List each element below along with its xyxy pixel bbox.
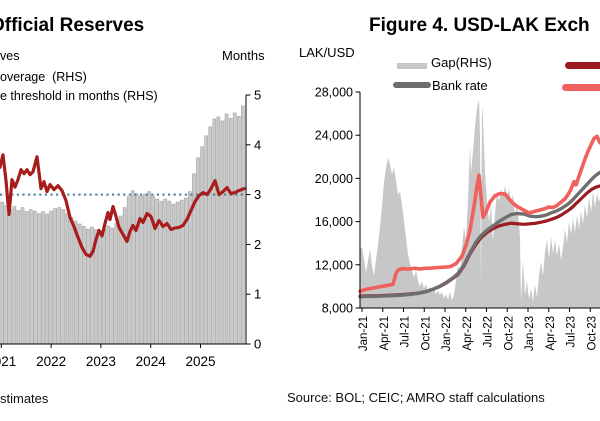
svg-text:Oct-22: Oct-22	[503, 316, 515, 351]
svg-text:2024: 2024	[136, 354, 167, 369]
gap-legend-label: Gap(RHS)	[431, 55, 492, 70]
left-chart-title: Official Reserves	[0, 15, 145, 36]
svg-text:2023: 2023	[86, 354, 116, 369]
svg-text:16,000: 16,000	[315, 215, 353, 229]
svg-text:2025: 2025	[185, 354, 215, 369]
dark-red-series-legend-swatch	[565, 62, 600, 69]
svg-text:Jan-22: Jan-22	[441, 316, 453, 351]
reserves-bars	[0, 105, 245, 345]
right-y-ticks: 28,000 24,000 20,000 16,000 12,000 8,000	[315, 86, 360, 316]
gap-legend-swatch	[397, 63, 427, 69]
svg-text:1: 1	[254, 287, 261, 302]
left-legend-fragment-threshold: e threshold in months (RHS)	[0, 89, 158, 103]
right-axes	[359, 92, 600, 309]
right-x-axis: Jan-21 Apr-21 Jul-21 Oct-21 Jan-22 Apr-22 Jul-…	[358, 308, 598, 351]
svg-text:2022: 2022	[36, 354, 66, 369]
light-red-rate-line	[358, 134, 600, 294]
right-chart-source-note: Source: BOL; CEIC; AMRO staff calculatio…	[287, 390, 545, 405]
left-rhs-ticks: 0 1 2 3 4 5	[246, 88, 261, 352]
left-chart-source-note: stimates	[0, 391, 49, 406]
svg-text:20,000: 20,000	[315, 172, 353, 186]
svg-text:Jan-23: Jan-23	[524, 316, 536, 351]
svg-text:2: 2	[254, 237, 261, 252]
svg-text:2021: 2021	[0, 354, 16, 369]
svg-text:Oct-21: Oct-21	[420, 316, 432, 351]
light-red-series-legend-swatch	[562, 84, 600, 91]
bank-rate-line	[358, 170, 600, 299]
svg-text:Apr-21: Apr-21	[379, 316, 391, 351]
svg-text:8,000: 8,000	[322, 302, 353, 316]
right-chart-title: Figure 4. USD-LAK Exch	[369, 15, 590, 36]
svg-text:4: 4	[254, 137, 261, 152]
left-year-axis: 2021 2022 2023 2024 2025	[0, 344, 216, 369]
left-rhs-axis-unit: Months	[222, 48, 265, 63]
bank-rate-legend-swatch	[393, 82, 431, 88]
coverage-line	[0, 153, 246, 258]
bank-rate-legend-label: Bank rate	[432, 78, 488, 93]
svg-text:24,000: 24,000	[315, 129, 353, 143]
svg-text:5: 5	[254, 88, 261, 103]
svg-text:0: 0	[254, 337, 261, 352]
svg-text:Oct-23: Oct-23	[586, 316, 598, 351]
svg-text:12,000: 12,000	[315, 258, 353, 272]
svg-text:3: 3	[254, 187, 261, 202]
svg-text:Apr-23: Apr-23	[545, 316, 557, 351]
svg-text:Jul-22: Jul-22	[483, 316, 495, 347]
svg-text:Jan-21: Jan-21	[358, 316, 370, 351]
svg-text:Jul-21: Jul-21	[400, 316, 412, 347]
left-axes	[0, 95, 247, 345]
right-lhs-axis-unit: LAK/USD	[299, 45, 355, 60]
svg-text:Apr-22: Apr-22	[462, 316, 474, 351]
usd-lak-chart-plot: 28,000 24,000 20,000 16,000 12,000 8,000 Jan-2…	[315, 86, 600, 351]
svg-text:28,000: 28,000	[315, 86, 353, 100]
svg-text:Jul-23: Jul-23	[566, 316, 578, 347]
reserves-chart-plot: 0 1 2 3 4 5 2021 2022 2023 2024 2025	[0, 88, 261, 369]
left-legend-fragment-coverage: overage (RHS)	[0, 70, 87, 84]
left-legend-fragment-reserves: ves	[0, 49, 20, 63]
